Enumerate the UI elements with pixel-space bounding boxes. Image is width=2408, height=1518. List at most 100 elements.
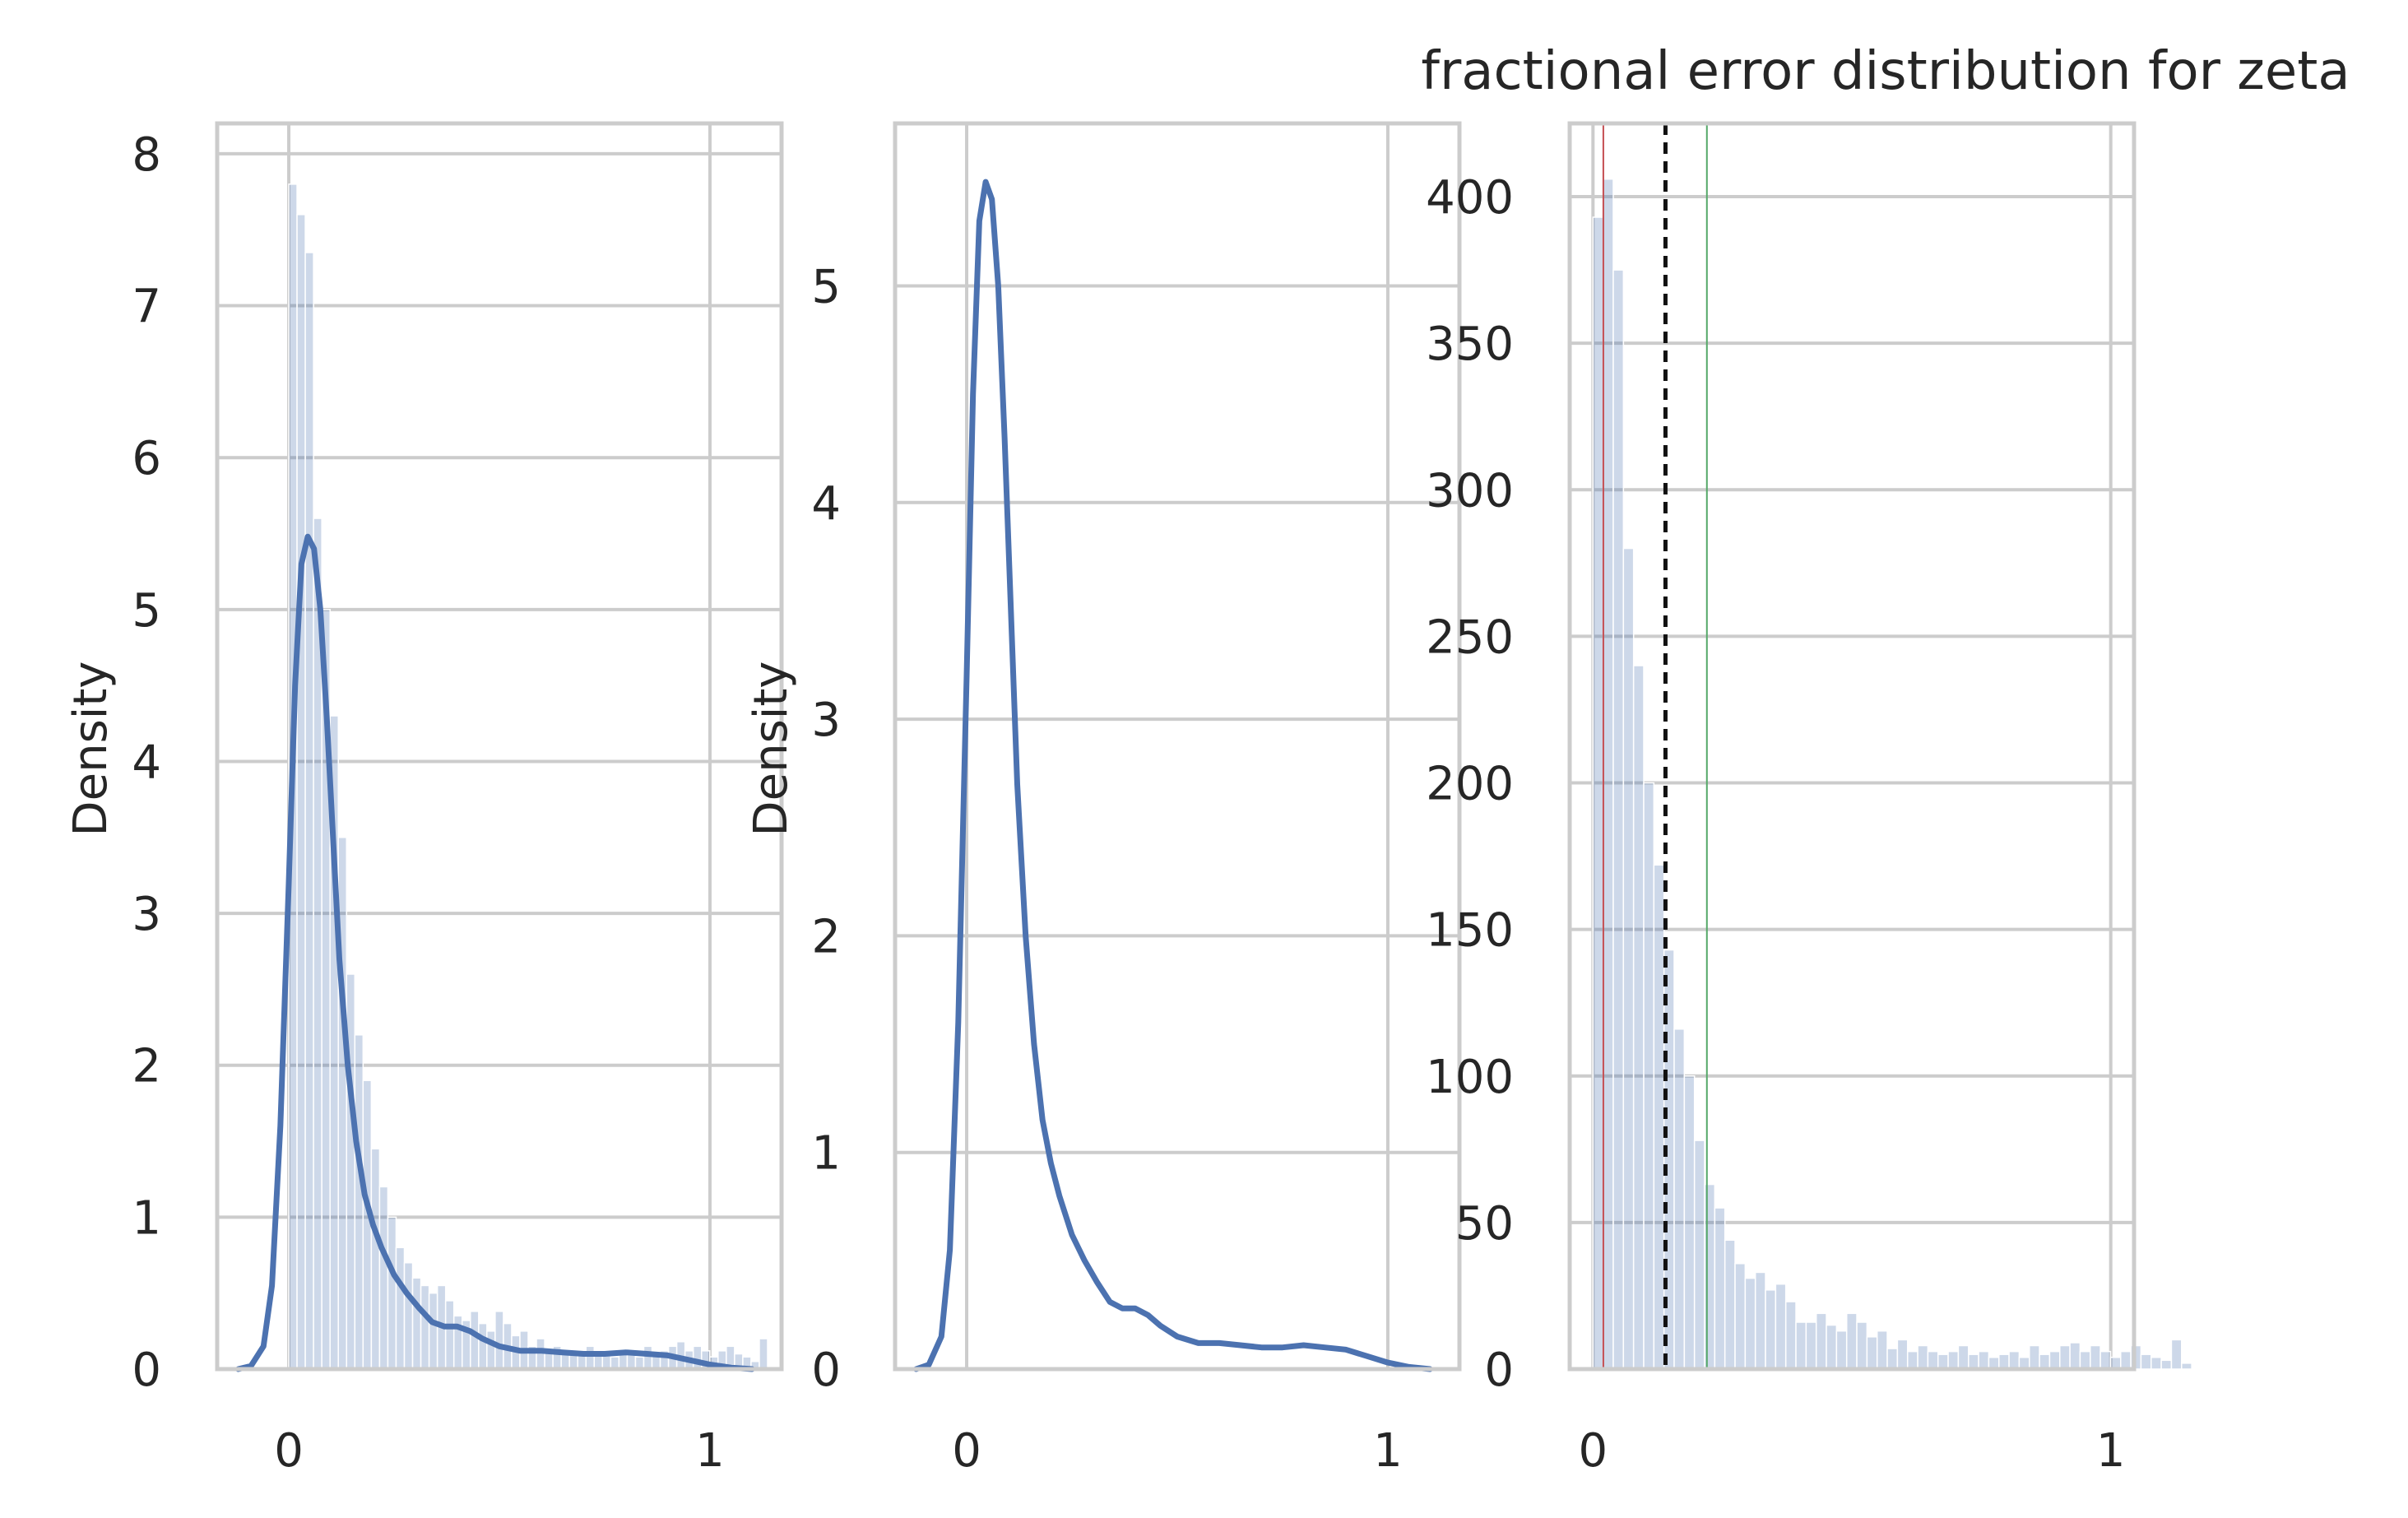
histogram-bar	[1744, 1277, 1756, 1370]
histogram-bar	[1957, 1344, 1970, 1370]
histogram-bar	[1917, 1344, 1929, 1370]
histogram-bar	[1826, 1324, 1838, 1370]
histogram-bar	[1683, 1075, 1696, 1370]
histogram-bar	[411, 1277, 422, 1370]
histogram-bar	[2039, 1353, 2051, 1370]
y-tick-label: 1	[811, 1127, 841, 1181]
histogram-bar	[378, 1186, 389, 1370]
y-tick-label: 2	[132, 1040, 161, 1093]
histogram-bar	[1886, 1348, 1899, 1370]
histogram-bar	[1805, 1321, 1817, 1370]
axes-frame	[893, 121, 1462, 1372]
histogram-bar	[1967, 1353, 1979, 1370]
y-tick-label: 1	[132, 1191, 161, 1245]
histogram-bar	[370, 1148, 381, 1370]
histogram-bar	[1622, 547, 1635, 1370]
histogram-bar	[1997, 1353, 2010, 1370]
histogram-bar	[1937, 1353, 1949, 1370]
kde-curve	[913, 179, 1433, 1372]
histogram-bar	[1602, 178, 1614, 1370]
x-tick-label: 0	[952, 1424, 981, 1478]
histogram-bar	[618, 1353, 629, 1370]
y-tick-label: 300	[1426, 464, 1514, 518]
y-tick-label: 50	[1455, 1197, 1514, 1251]
histogram-bar	[2120, 1350, 2132, 1370]
histogram-bar	[1632, 665, 1645, 1370]
histogram-bar	[420, 1284, 430, 1370]
histogram-bar	[304, 252, 314, 1370]
y-tick-label: 6	[132, 432, 161, 485]
y-tick-label: 400	[1426, 171, 1514, 225]
histogram-bar	[1673, 1028, 1686, 1370]
histogram-bar	[692, 1345, 703, 1370]
histogram-bar	[1906, 1350, 1919, 1370]
histogram-bar	[1896, 1339, 1909, 1370]
y-tick-label: 150	[1426, 904, 1514, 958]
histogram-bar	[2059, 1344, 2071, 1370]
kde-curve	[235, 533, 755, 1372]
histogram-bar	[1724, 1239, 1736, 1370]
histogram-bar	[1784, 1301, 1797, 1370]
histogram-bar	[478, 1322, 488, 1370]
histogram-bar	[759, 1338, 768, 1370]
histogram-bar	[1653, 864, 1665, 1370]
x-tick-label: 1	[1373, 1424, 1403, 1478]
histogram-bar	[1693, 1140, 1705, 1370]
y-tick-label: 3	[132, 888, 161, 941]
y-tick-label: 0	[811, 1344, 841, 1397]
y-tick-label: 4	[811, 477, 841, 531]
histogram-bar	[536, 1338, 545, 1370]
histogram-bar	[1815, 1312, 1827, 1370]
histogram-bar	[2008, 1350, 2021, 1370]
y-tick-label: 7	[132, 281, 161, 334]
histogram-bar	[403, 1262, 414, 1370]
y-tick-label: 250	[1426, 610, 1514, 664]
histogram-bar	[2160, 1359, 2173, 1370]
histogram-bar	[494, 1311, 504, 1370]
histogram-bar	[1612, 269, 1625, 1370]
y-tick-label: 350	[1426, 318, 1514, 371]
panel-left: 0 1 2 3 4 5 6 7 8 0 1 Density	[64, 121, 784, 1478]
histogram-bar	[643, 1345, 653, 1370]
histogram-bar	[428, 1292, 438, 1370]
histogram-bar	[395, 1246, 406, 1370]
axes-frame	[215, 121, 784, 1372]
histogram-bar	[444, 1300, 455, 1370]
y-tick-label: 5	[811, 260, 841, 313]
x-tick-label: 0	[274, 1424, 304, 1478]
histogram-bar	[1795, 1321, 1807, 1370]
histogram-bar	[1978, 1350, 1990, 1370]
y-tick-label: 2	[811, 910, 841, 963]
y-tick-label: 100	[1426, 1051, 1514, 1104]
histogram-bar	[486, 1330, 496, 1370]
histogram-bar	[354, 1034, 364, 1370]
histogram-bar	[1643, 782, 1655, 1370]
histogram-bar	[1754, 1271, 1766, 1370]
histogram-bar	[1927, 1350, 1939, 1370]
y-tick-label: 3	[811, 694, 841, 747]
y-tick-label: 4	[132, 736, 161, 789]
x-tick-label: 0	[1579, 1424, 1608, 1478]
histogram-bar	[1775, 1283, 1787, 1370]
histogram-bar	[585, 1345, 596, 1370]
histogram-bar	[387, 1216, 397, 1370]
y-tick-label: 200	[1426, 758, 1514, 811]
histogram-bar	[1876, 1330, 1888, 1370]
y-tick-label: 5	[132, 584, 161, 638]
histogram-bar	[2150, 1357, 2162, 1370]
chart-title: fractional error distribution for zeta	[1421, 41, 2350, 102]
histogram-bar	[1714, 1207, 1726, 1370]
histogram-bar	[2181, 1362, 2192, 1370]
histogram-bar	[1592, 216, 1604, 1370]
histogram-bar	[1734, 1263, 1747, 1370]
histogram-bar	[2028, 1344, 2040, 1370]
histogram-bar	[2099, 1350, 2112, 1370]
axes-frame	[1567, 121, 2137, 1372]
x-tick-label: 1	[2096, 1424, 2126, 1478]
histogram-bar	[2170, 1339, 2183, 1370]
y-axis-label: Density	[745, 662, 798, 837]
histogram-bar	[2079, 1350, 2091, 1370]
histogram-bar	[470, 1311, 480, 1370]
histogram-bar	[1835, 1330, 1848, 1370]
